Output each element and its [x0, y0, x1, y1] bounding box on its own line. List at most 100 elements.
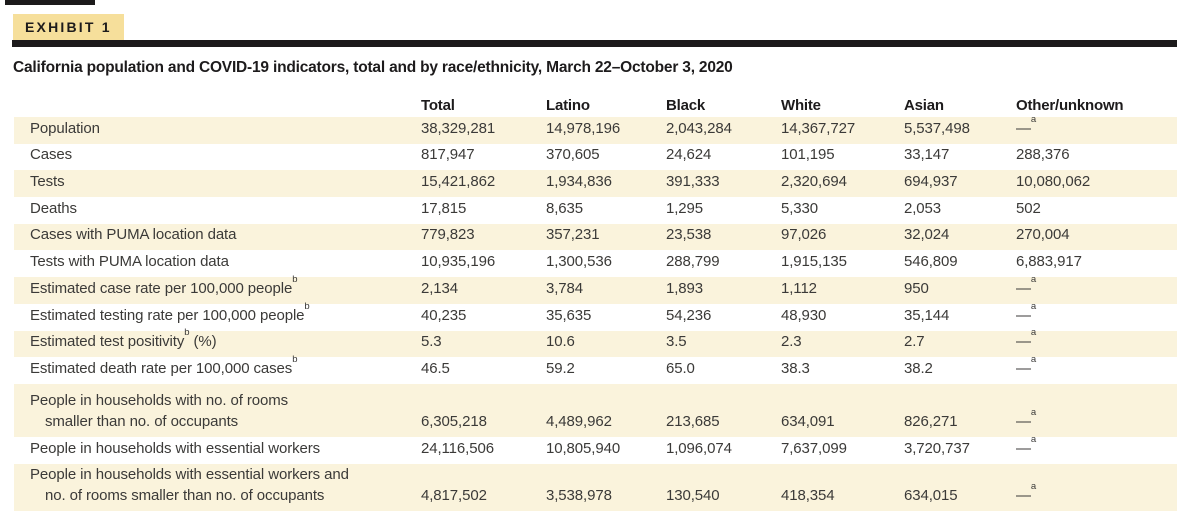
table-cell: 370,605 [546, 144, 666, 170]
text-line: Black [666, 97, 706, 114]
text-line: 391,333 [666, 173, 720, 191]
text-line: 101,195 [781, 146, 835, 164]
table-cell: 270,004 [1016, 224, 1177, 250]
table-cell: 288,799 [666, 251, 781, 277]
text-line: People in households with essential work… [30, 465, 349, 483]
table-cell: 15,421,862 [421, 171, 546, 197]
text-line: 1,295 [666, 199, 704, 217]
text-line: People in households with essential work… [30, 439, 321, 457]
table-cell: 2,134 [421, 278, 546, 304]
text-line: Deaths [30, 199, 77, 217]
table-header-row: Total Latino Black White Asian Other/unknown [14, 95, 1177, 117]
table-cell: 24,624 [666, 144, 781, 170]
row-label: Estimated test positivityb (%) [14, 327, 421, 357]
table-cell: 35,144 [904, 305, 1016, 331]
text-line: 6,883,917 [1016, 253, 1082, 271]
text-line: —a [1016, 406, 1037, 430]
exhibit-badge-label: EXHIBIT 1 [25, 19, 112, 35]
text-line: Estimated test positivityb (%) [30, 327, 217, 351]
table-cell: 59.2 [546, 358, 666, 384]
table-row: Cases with PUMA location data 779,823 357,… [14, 223, 1177, 251]
table-cell: 33,147 [904, 144, 1016, 170]
table-cell: 1,915,135 [781, 251, 904, 277]
text-line: 130,540 [666, 486, 720, 504]
text-line: 3,720,737 [904, 439, 970, 457]
text-line: 694,937 [904, 173, 958, 191]
table-cell: —a [1016, 434, 1177, 464]
table-cell: —a [1016, 301, 1177, 331]
table-cell: 38.2 [904, 358, 1016, 384]
text-line: 2,320,694 [781, 173, 847, 191]
table-cell: 634,091 [781, 411, 904, 437]
row-label: Estimated death rate per 100,000 casesb [14, 353, 421, 384]
table-cell: 6,883,917 [1016, 251, 1177, 277]
text-line: 634,091 [781, 412, 835, 430]
row-label: Deaths [14, 198, 421, 224]
table-cell: 4,489,962 [546, 411, 666, 437]
text-line: 48,930 [781, 306, 827, 324]
table-cell: 1,096,074 [666, 438, 781, 464]
text-line: 46.5 [421, 359, 450, 377]
table-cell: 391,333 [666, 171, 781, 197]
table-cell: 130,540 [666, 485, 781, 511]
text-line: Estimated death rate per 100,000 casesb [30, 353, 298, 377]
table-cell: 2,043,284 [666, 118, 781, 144]
table-cell: 546,809 [904, 251, 1016, 277]
column-header: Total [421, 95, 546, 120]
table-cell: 2.7 [904, 331, 1016, 357]
text-line: —a [1016, 327, 1037, 351]
table-row: Population 38,329,281 14,978,196 2,043,284 1… [14, 113, 1177, 144]
text-line: Population [30, 119, 100, 137]
footnote-marker: a [1030, 273, 1037, 285]
footnote-marker: b [184, 327, 190, 339]
text-line: 3.5 [666, 333, 687, 351]
table-cell: —a [1016, 406, 1177, 437]
column-header: Black [666, 95, 781, 120]
table-cell: 1,934,836 [546, 171, 666, 197]
text-line: 213,685 [666, 412, 720, 430]
table-cell: 1,295 [666, 198, 781, 224]
table-cell: 101,195 [781, 144, 904, 170]
text-line: 38.2 [904, 359, 933, 377]
text-line: 779,823 [421, 226, 475, 244]
text-line: 2,053 [904, 199, 942, 217]
text-line: 418,354 [781, 486, 835, 504]
text-line: —a [1016, 273, 1037, 297]
text-line: Estimated testing rate per 100,000 peopl… [30, 300, 310, 324]
text-line: 10,080,062 [1016, 173, 1091, 191]
text-line: smaller than no. of occupants [45, 412, 239, 430]
text-line: 15,421,862 [421, 173, 496, 191]
text-line: 4,817,502 [421, 486, 487, 504]
text-line: 2.3 [781, 333, 802, 351]
table-cell: 3,784 [546, 278, 666, 304]
row-label: Estimated case rate per 100,000 peopleb [14, 275, 421, 304]
text-line: 33,147 [904, 146, 950, 164]
table-cell: 24,116,506 [421, 438, 546, 464]
text-line: Total [421, 97, 455, 114]
text-line: 1,300,536 [546, 253, 612, 271]
text-line: 634,015 [904, 486, 958, 504]
text-line: Tests [30, 173, 65, 191]
text-line: 14,978,196 [546, 119, 621, 137]
text-line: —a [1016, 113, 1037, 137]
column-header: White [781, 95, 904, 120]
text-line: —a [1016, 480, 1037, 504]
table-cell: 634,015 [904, 485, 1016, 511]
exhibit-badge: EXHIBIT 1 [13, 14, 124, 40]
footnote-marker: a [1030, 353, 1037, 365]
table-row: People in households with essential work… [14, 434, 1177, 464]
text-line: 2,043,284 [666, 119, 732, 137]
footnote-marker: a [1030, 406, 1037, 418]
text-line: 3,784 [546, 279, 584, 297]
table-cell: 23,538 [666, 224, 781, 250]
table-cell: 14,367,727 [781, 118, 904, 144]
row-label: Cases [14, 144, 421, 170]
table-cell: 8,635 [546, 198, 666, 224]
row-label: Tests [14, 171, 421, 197]
column-header: Other/unknown [1016, 95, 1177, 120]
table-row: Estimated test positivityb (%) 5.3 10.6 3.5… [14, 327, 1177, 358]
text-line: People in households with no. of rooms [30, 391, 289, 409]
row-label: Cases with PUMA location data [14, 224, 421, 250]
table-cell: 40,235 [421, 305, 546, 331]
table-cell: 502 [1016, 198, 1177, 224]
